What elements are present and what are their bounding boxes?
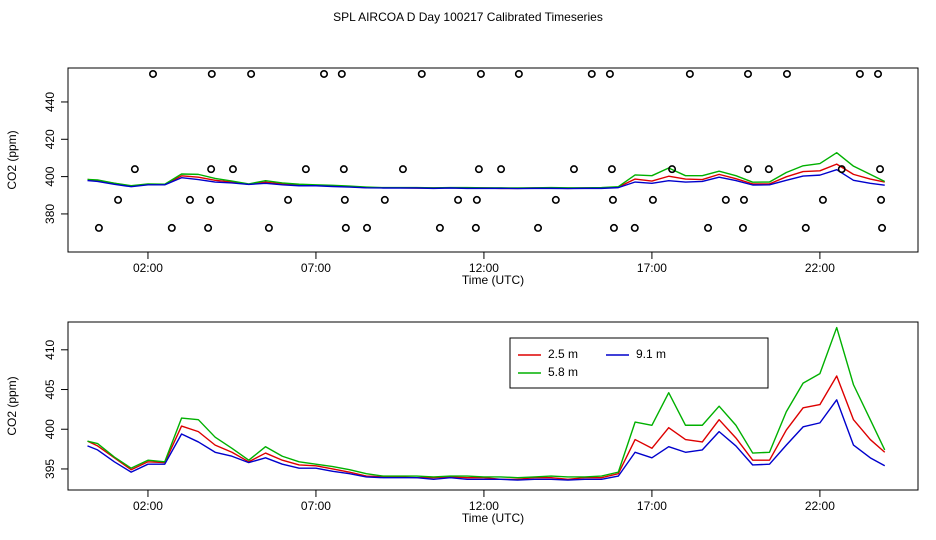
x-tick-label: 02:00 — [133, 499, 163, 513]
x-tick-label: 17:00 — [637, 499, 667, 513]
data-point — [607, 165, 616, 174]
data-line — [87, 375, 886, 480]
data-point — [247, 69, 256, 78]
legend-label: 5.8 m — [548, 365, 578, 379]
x-tick-label: 17:00 — [637, 261, 667, 275]
data-point — [704, 223, 713, 232]
data-point — [185, 195, 194, 204]
data-point — [587, 69, 596, 78]
data-point — [648, 195, 657, 204]
y-tick-label: 380 — [43, 204, 57, 224]
x-tick-label: 07:00 — [301, 499, 331, 513]
data-point — [878, 223, 887, 232]
data-point — [608, 195, 617, 204]
data-point — [801, 223, 810, 232]
plot-frame — [67, 321, 919, 491]
data-point — [320, 69, 329, 78]
y-tick-label: 400 — [43, 166, 57, 186]
data-point — [743, 165, 752, 174]
data-point — [818, 195, 827, 204]
data-point — [207, 165, 216, 174]
data-point — [340, 195, 349, 204]
data-point — [685, 69, 694, 78]
data-point — [605, 69, 614, 78]
data-point — [264, 223, 273, 232]
y-axis-title: CO2 (ppm) — [5, 130, 19, 189]
data-point — [472, 195, 481, 204]
x-tick-label: 02:00 — [133, 261, 163, 275]
data-line — [87, 169, 885, 190]
data-point — [471, 223, 480, 232]
data-point — [476, 69, 485, 78]
data-point — [204, 223, 213, 232]
data-point — [474, 165, 483, 174]
y-tick-label: 440 — [43, 92, 57, 112]
data-point — [551, 195, 560, 204]
y-axis-title: CO2 (ppm) — [5, 376, 19, 435]
legend-label: 2.5 m — [548, 347, 578, 361]
x-tick-label: 12:00 — [469, 499, 499, 513]
data-point — [855, 69, 864, 78]
plot-frame — [67, 67, 919, 253]
data-point — [380, 195, 389, 204]
data-point — [301, 165, 310, 174]
x-axis-title: Time (UTC) — [462, 273, 524, 287]
data-point — [497, 165, 506, 174]
legend-label: 9.1 m — [636, 347, 666, 361]
data-point — [417, 69, 426, 78]
x-tick-label: 07:00 — [301, 261, 331, 275]
data-point — [114, 195, 123, 204]
data-point — [337, 69, 346, 78]
data-point — [339, 165, 348, 174]
data-point — [837, 165, 846, 174]
data-point — [149, 69, 158, 78]
y-tick-label: 405 — [43, 379, 57, 399]
y-tick-label: 395 — [43, 459, 57, 479]
y-tick-label: 400 — [43, 419, 57, 439]
data-point — [877, 195, 886, 204]
data-point — [743, 69, 752, 78]
data-line — [87, 399, 886, 481]
x-axis-title: Time (UTC) — [462, 511, 524, 525]
data-point — [609, 223, 618, 232]
data-point — [94, 223, 103, 232]
data-point — [206, 195, 215, 204]
legend-box — [509, 337, 769, 389]
data-point — [721, 195, 730, 204]
y-tick-label: 420 — [43, 129, 57, 149]
data-point — [668, 165, 677, 174]
x-tick-label: 12:00 — [469, 261, 499, 275]
data-point — [207, 69, 216, 78]
data-point — [284, 195, 293, 204]
data-point — [435, 223, 444, 232]
data-point — [764, 165, 773, 174]
data-line — [87, 326, 886, 479]
data-point — [569, 165, 578, 174]
data-point — [341, 223, 350, 232]
chart-title: SPL AIRCOA D Day 100217 Calibrated Times… — [333, 10, 603, 24]
data-point — [738, 223, 747, 232]
data-point — [630, 223, 639, 232]
data-point — [454, 195, 463, 204]
data-point — [514, 69, 523, 78]
data-point — [130, 165, 139, 174]
x-tick-label: 22:00 — [805, 499, 835, 513]
data-point — [874, 69, 883, 78]
y-tick-label: 410 — [43, 339, 57, 359]
data-point — [739, 195, 748, 204]
data-point — [363, 223, 372, 232]
data-point — [228, 165, 237, 174]
data-point — [876, 165, 885, 174]
data-point — [398, 165, 407, 174]
data-point — [167, 223, 176, 232]
x-tick-label: 22:00 — [805, 261, 835, 275]
data-point — [534, 223, 543, 232]
data-point — [782, 69, 791, 78]
